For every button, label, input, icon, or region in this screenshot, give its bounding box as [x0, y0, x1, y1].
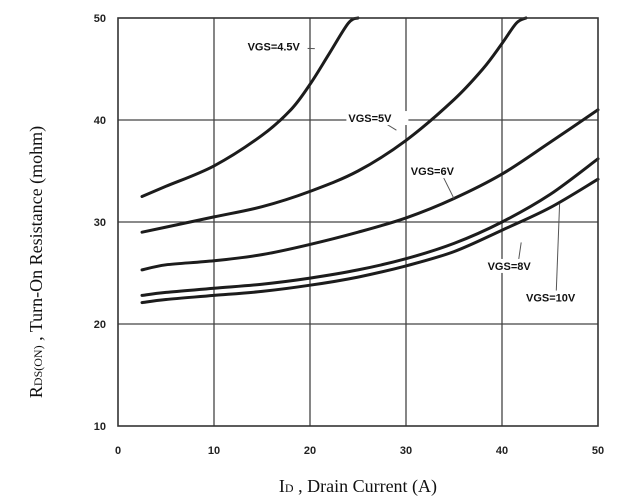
series-line-3 [140, 157, 600, 297]
series-label-backdrop [346, 111, 409, 126]
series-line-2 [140, 108, 600, 272]
series-label: VGS=4.5V [248, 42, 301, 54]
tick-labels: 0 10 20 30 40 50 10 20 30 40 50 [94, 13, 604, 457]
series-label: VGS=10V [526, 293, 576, 305]
x-axis-symbol: I [279, 476, 285, 496]
x-axis-title: ID , Drain Current (A) [279, 476, 437, 497]
y-axis-text: , Turn-On Resistance (mohm) [26, 126, 47, 346]
y-tick-label: 10 [94, 421, 106, 433]
series-line-4 [140, 177, 600, 305]
y-axis-title: RDS(ON) , Turn-On Resistance (mohm) [26, 126, 47, 398]
y-tick-label: 50 [94, 13, 106, 25]
series-label-backdrop [245, 39, 308, 54]
series-lines [140, 16, 600, 305]
series-line-1 [140, 16, 528, 234]
x-tick-label: 30 [400, 445, 412, 457]
y-tick-label: 40 [94, 115, 106, 127]
series-label: VGS=6V [411, 166, 455, 178]
series-label: VGS=5V [348, 113, 392, 125]
x-tick-label: 40 [496, 445, 508, 457]
series-line-0 [140, 16, 360, 198]
x-axis-text: , Drain Current (A) [294, 476, 437, 497]
series-label-leader [555, 203, 561, 299]
x-tick-label: 10 [208, 445, 220, 457]
x-axis-subscript: D [285, 481, 294, 495]
y-tick-label: 20 [94, 319, 106, 331]
x-tick-label: 0 [115, 445, 121, 457]
y-tick-label: 30 [94, 217, 106, 229]
series-labels: VGS=4.5V VGS=5V VGS=6V VGS=8V VGS=10V [245, 39, 586, 305]
y-axis-symbol: R [26, 386, 46, 398]
series-label: VGS=8V [488, 261, 532, 273]
series-label-backdrop [408, 164, 471, 179]
y-axis-subscript: DS(ON) [31, 345, 45, 386]
series-label-backdrop [485, 258, 548, 273]
series-label-backdrop [524, 290, 586, 305]
x-tick-label: 50 [592, 445, 604, 457]
x-tick-label: 20 [304, 445, 316, 457]
plot-frame [117, 17, 599, 427]
